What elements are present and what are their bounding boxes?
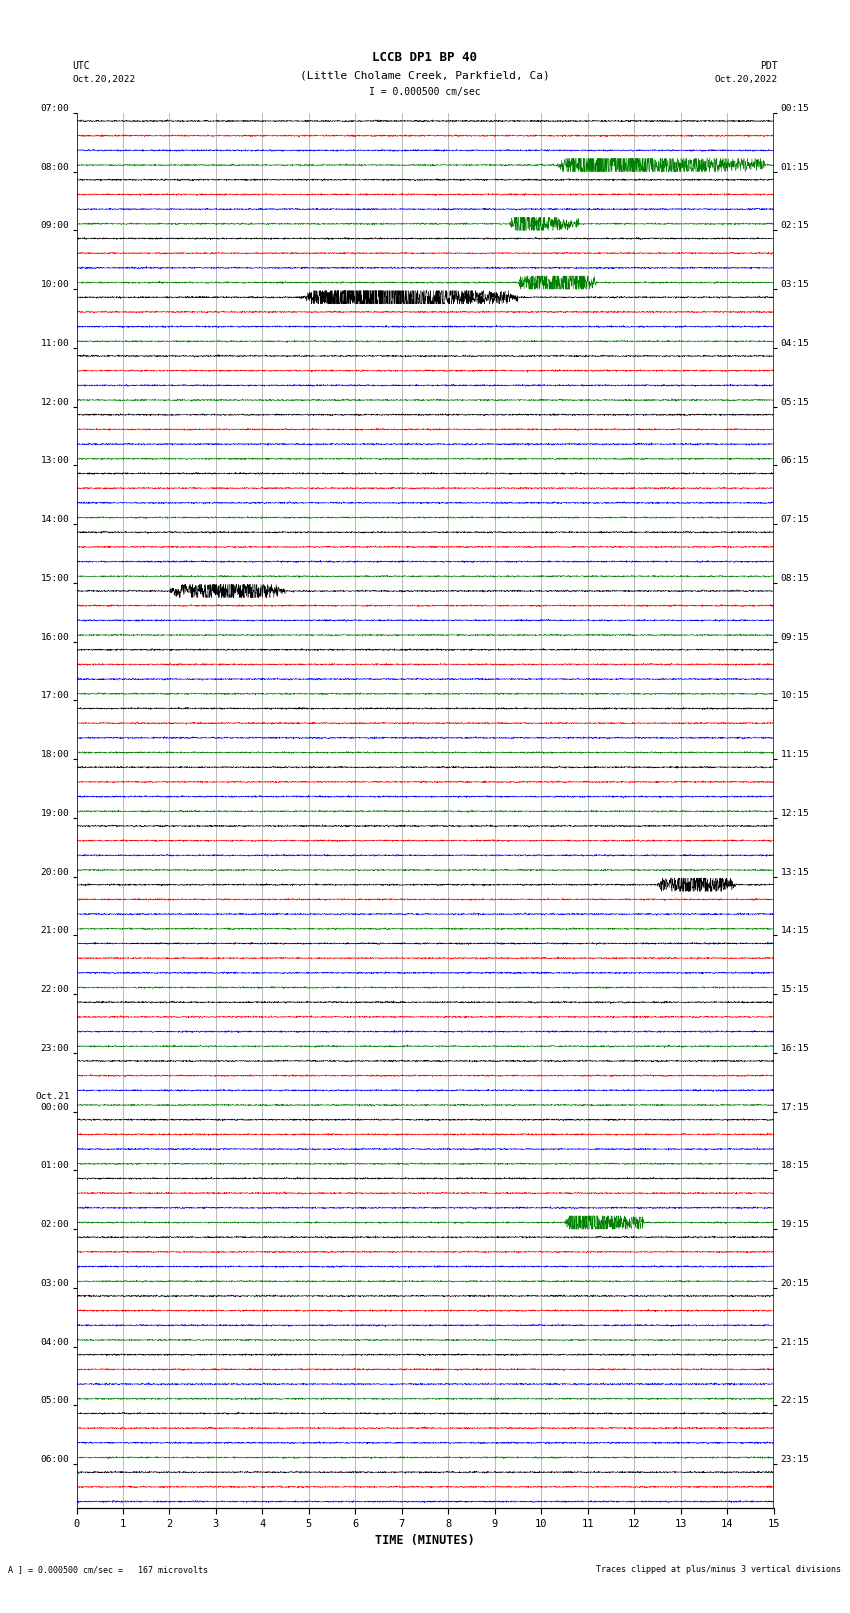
Text: (Little Cholame Creek, Parkfield, Ca): (Little Cholame Creek, Parkfield, Ca) xyxy=(300,69,550,81)
Text: Oct.20,2022: Oct.20,2022 xyxy=(72,74,135,84)
Text: A ] = 0.000500 cm/sec =   167 microvolts: A ] = 0.000500 cm/sec = 167 microvolts xyxy=(8,1565,208,1574)
Text: I = 0.000500 cm/sec: I = 0.000500 cm/sec xyxy=(369,87,481,97)
X-axis label: TIME (MINUTES): TIME (MINUTES) xyxy=(375,1534,475,1547)
Text: LCCB DP1 BP 40: LCCB DP1 BP 40 xyxy=(372,50,478,65)
Text: UTC: UTC xyxy=(72,61,90,71)
Text: Oct.20,2022: Oct.20,2022 xyxy=(715,74,778,84)
Text: PDT: PDT xyxy=(760,61,778,71)
Text: Traces clipped at plus/minus 3 vertical divisions: Traces clipped at plus/minus 3 vertical … xyxy=(597,1565,842,1574)
